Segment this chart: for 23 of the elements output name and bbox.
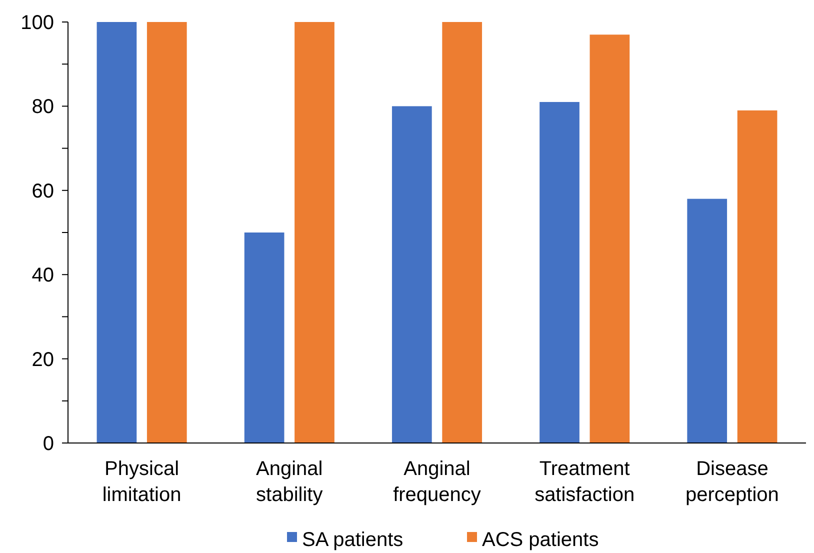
y-tick-label: 0 (42, 433, 54, 455)
bar (540, 102, 580, 443)
bar (687, 198, 728, 443)
bar (146, 22, 187, 443)
x-tick-label: Disease perception (685, 458, 779, 506)
x-tick-label: Anginal frequency (393, 458, 481, 506)
bar (294, 22, 334, 443)
y-tick-label: 100 (20, 12, 54, 34)
y-tick-label: 20 (32, 348, 54, 371)
x-tick-label: Anginal stability (256, 458, 323, 506)
y-tick-label: 60 (32, 180, 54, 202)
x-tick-label: Treatment satisfaction (534, 458, 635, 506)
legend-label: SA patients (302, 529, 404, 551)
bar (590, 34, 630, 443)
bar (737, 110, 778, 443)
bar (392, 106, 432, 443)
y-tick-label: 80 (32, 96, 54, 118)
bar (244, 232, 284, 443)
bar (96, 22, 137, 443)
legend-label: ACS patients (482, 529, 599, 551)
bar (442, 22, 482, 443)
x-tick-label: Physical limitation (102, 458, 182, 506)
y-tick-label: 40 (32, 264, 54, 287)
